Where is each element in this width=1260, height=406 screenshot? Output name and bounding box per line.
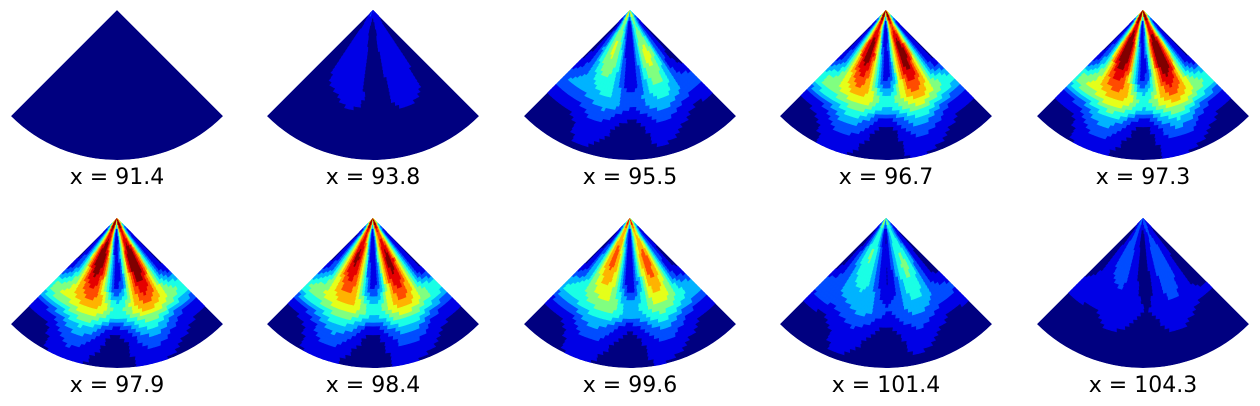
panel-label: x = 104.3 xyxy=(1088,373,1198,398)
panel-label: x = 97.9 xyxy=(69,373,165,398)
panel-label: x = 93.8 xyxy=(325,165,421,190)
panel-label: x = 101.4 xyxy=(831,373,941,398)
contour-panel xyxy=(266,10,480,160)
panel-label: x = 98.4 xyxy=(325,373,421,398)
contour-panel xyxy=(10,218,224,368)
panel-label: x = 96.7 xyxy=(838,165,934,190)
contour-panel xyxy=(1036,10,1250,161)
panel-label: x = 99.6 xyxy=(582,373,678,398)
panel-label: x = 97.3 xyxy=(1095,165,1191,190)
contour-panel xyxy=(779,10,993,161)
contour-panel xyxy=(523,218,737,368)
contour-panel xyxy=(523,10,737,160)
contour-panel xyxy=(10,10,224,160)
contour-panel xyxy=(266,218,480,368)
contour-panel xyxy=(779,218,993,369)
panel-label: x = 95.5 xyxy=(582,165,678,190)
panel-label: x = 91.4 xyxy=(69,165,165,190)
contour-panel xyxy=(1036,218,1250,369)
